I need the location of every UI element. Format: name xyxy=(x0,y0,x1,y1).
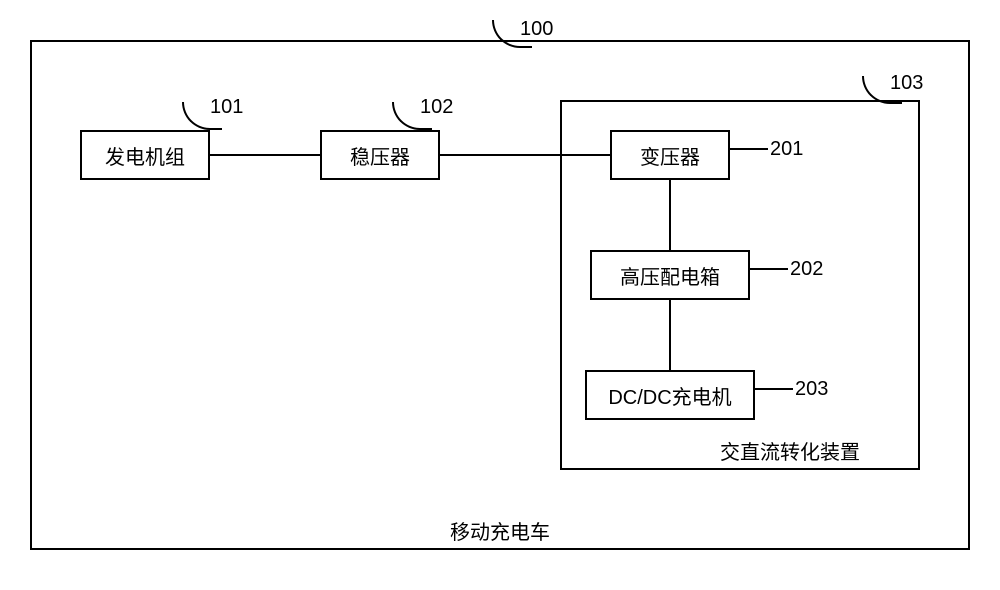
generator-block: 发电机组 xyxy=(80,130,210,180)
dcdc-block: DC/DC充电机 xyxy=(585,370,755,420)
ref-102: 102 xyxy=(420,96,453,119)
callout-line xyxy=(755,388,793,390)
hvbox-block: 高压配电箱 xyxy=(590,250,750,300)
ref-203: 203 xyxy=(795,378,828,401)
inner-caption: 交直流转化装置 xyxy=(720,436,860,465)
regulator-block: 稳压器 xyxy=(320,130,440,180)
connector xyxy=(669,300,671,370)
connector xyxy=(210,154,320,156)
generator-text: 发电机组 xyxy=(105,141,185,170)
ref-100: 100 xyxy=(520,18,553,41)
connector xyxy=(440,154,610,156)
transformer-block: 变压器 xyxy=(610,130,730,180)
ref-103: 103 xyxy=(890,72,923,95)
callout-line xyxy=(730,148,768,150)
connector xyxy=(669,180,671,250)
hvbox-text: 高压配电箱 xyxy=(620,261,720,290)
transformer-text: 变压器 xyxy=(640,141,700,170)
ref-101: 101 xyxy=(210,96,243,119)
ref-201: 201 xyxy=(770,138,803,161)
regulator-text: 稳压器 xyxy=(350,141,410,170)
ref-202: 202 xyxy=(790,258,823,281)
callout-line xyxy=(750,268,788,270)
dcdc-text: DC/DC充电机 xyxy=(608,381,731,410)
outer-caption: 移动充电车 xyxy=(450,516,550,545)
